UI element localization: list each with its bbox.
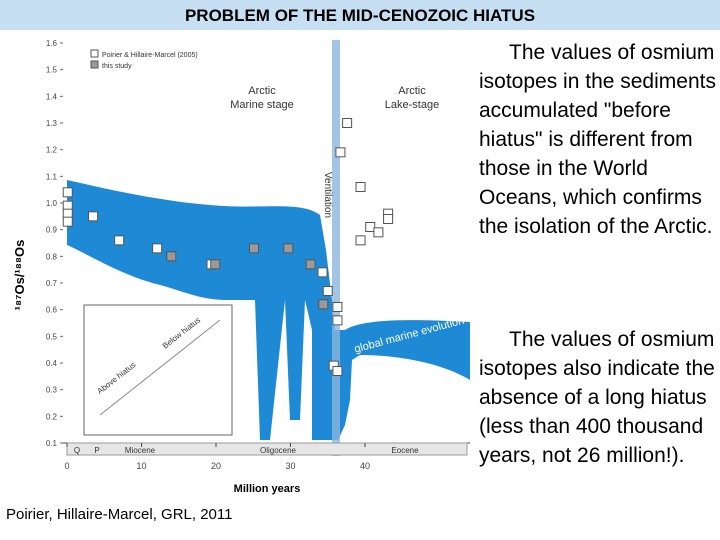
annotation: Marine stage <box>230 99 294 111</box>
y-tick-label: 0.4 <box>46 359 58 368</box>
x-tick-label: 10 <box>136 461 146 471</box>
citation: Poirier, Hillaire-Marcel, GRL, 2011 <box>6 506 233 523</box>
y-axis-label: ¹⁸⁷Os/¹⁸⁸Os <box>12 240 27 311</box>
annotation: Arctic <box>398 85 426 97</box>
data-point <box>342 118 353 128</box>
data-point <box>88 211 99 222</box>
y-tick-label: 0.7 <box>46 279 58 288</box>
paragraph: The values of osmium isotopes also indic… <box>479 328 715 467</box>
data-point <box>355 182 366 192</box>
y-tick-label: 0.3 <box>46 386 58 395</box>
x-tick-label: 30 <box>285 461 295 471</box>
data-point <box>318 299 329 310</box>
annotation: Arctic <box>248 85 276 97</box>
data-point <box>305 259 316 270</box>
marine-evolution-band <box>67 180 470 440</box>
data-point <box>317 267 328 278</box>
x-axis-label: Million years <box>234 483 301 495</box>
ventilation-bar <box>332 40 340 456</box>
legend-swatch <box>90 49 99 58</box>
inset-line <box>99 319 221 416</box>
annotation: Oligocene <box>260 446 297 455</box>
data-point <box>248 243 259 254</box>
y-tick-label: 1.3 <box>46 119 58 128</box>
data-point <box>114 235 125 246</box>
y-tick-label: 0.9 <box>46 226 58 235</box>
epoch-strip <box>66 442 468 456</box>
y-tick-label: 0.8 <box>46 252 58 261</box>
y-tick-label: 1.4 <box>46 92 58 101</box>
inset <box>83 304 233 436</box>
y-tick-label: 1.0 <box>46 199 58 208</box>
annotation: Lake-stage <box>385 99 439 111</box>
data-point <box>332 302 343 312</box>
annotation: Eocene <box>391 446 419 455</box>
data-point <box>373 227 384 238</box>
data-point <box>166 251 177 262</box>
x-tick-label: 0 <box>64 461 69 471</box>
y-tick-label: 0.2 <box>46 412 58 421</box>
annotation: Ventilation <box>322 172 333 218</box>
y-tick-label: 1.6 <box>46 39 58 48</box>
data-point <box>383 214 394 224</box>
annotation: Miocene <box>125 446 156 455</box>
annotation: P <box>94 446 99 455</box>
paragraph: The values of osmium isotopes in the sed… <box>479 41 716 238</box>
slide-title: PROBLEM OF THE MID-CENOZOIC HIATUS <box>0 0 720 30</box>
x-tick-label: 40 <box>360 461 370 471</box>
chart: 0.1 0.2 0.3 0.4 0.5 0.6 0.7 0.8 0.9 1.0 1.1 1.2 1.3 1… <box>12 38 470 495</box>
data-point <box>210 259 221 270</box>
data-point <box>365 222 376 232</box>
data-point <box>332 315 343 326</box>
data-point <box>355 235 366 246</box>
y-tick-label: 0.1 <box>46 439 58 448</box>
y-tick-label: 1.5 <box>46 66 58 75</box>
legend-swatch <box>90 60 99 69</box>
data-point <box>62 216 73 227</box>
data-point <box>332 366 343 376</box>
legend-label: this study <box>102 63 132 70</box>
y-tick-label: 1.2 <box>46 146 58 155</box>
data-point <box>62 187 73 198</box>
data-point <box>283 243 294 254</box>
y-tick-label: 0.6 <box>46 306 58 315</box>
legend-label: Poirier & Hillaire-Marcel (2005) <box>102 52 198 59</box>
data-point <box>335 147 346 158</box>
y-tick-label: 0.5 <box>46 332 58 341</box>
data-point <box>152 243 163 254</box>
y-tick-label: 1.1 <box>46 172 58 181</box>
data-point <box>322 286 333 296</box>
x-tick-label: 20 <box>211 461 221 471</box>
annotation: Q <box>74 446 80 455</box>
